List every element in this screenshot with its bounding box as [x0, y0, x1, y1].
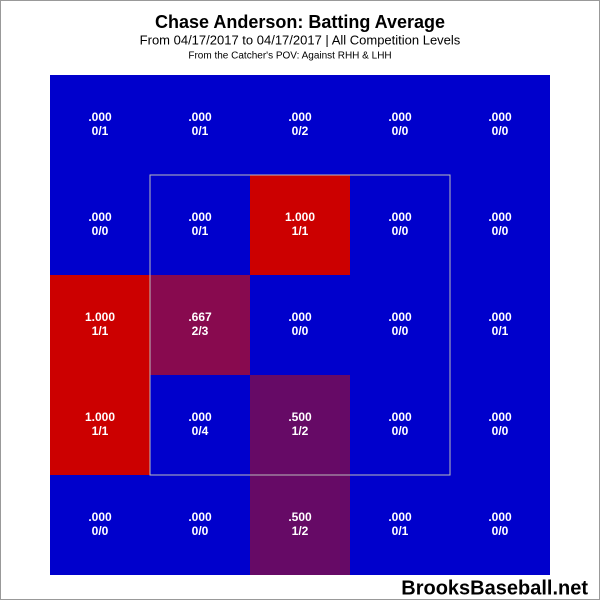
- heat-cell: [150, 475, 250, 575]
- heat-cell: [350, 175, 450, 275]
- heat-cell: [50, 75, 150, 175]
- cell-count: 0/0: [392, 224, 409, 238]
- cell-count: 1/1: [92, 324, 109, 338]
- heat-cell: [350, 275, 450, 375]
- cell-average: 1.000: [285, 210, 315, 224]
- cell-average: .000: [288, 110, 312, 124]
- heat-cell: [250, 275, 350, 375]
- heatmap-grid: .0000/1.0000/1.0000/2.0000/0.0000/0.0000…: [50, 75, 550, 575]
- heat-cell: [150, 75, 250, 175]
- heat-cell: [150, 275, 250, 375]
- cell-count: 0/1: [392, 524, 409, 538]
- cell-average: .000: [488, 110, 512, 124]
- cell-count: 1/1: [92, 424, 109, 438]
- cell-count: 0/0: [392, 424, 409, 438]
- cell-count: 0/1: [492, 324, 509, 338]
- cell-average: .500: [288, 410, 312, 424]
- cell-average: .000: [188, 410, 212, 424]
- cell-count: 0/4: [192, 424, 209, 438]
- heat-cell: [50, 475, 150, 575]
- cell-average: .000: [188, 110, 212, 124]
- cell-average: 1.000: [85, 310, 115, 324]
- cell-count: 0/1: [92, 124, 109, 138]
- heat-cell: [50, 275, 150, 375]
- heat-cell: [250, 75, 350, 175]
- heat-cell: [450, 275, 550, 375]
- cell-count: 0/0: [292, 324, 309, 338]
- cell-count: 0/0: [392, 324, 409, 338]
- strike-zone: [149, 174, 451, 476]
- cell-average: .000: [388, 310, 412, 324]
- chart-note: From the Catcher's POV: Against RHH & LH…: [188, 51, 391, 62]
- heat-cell: [250, 175, 350, 275]
- cell-average: .000: [188, 510, 212, 524]
- cell-average: .000: [488, 310, 512, 324]
- cell-average: .000: [88, 210, 112, 224]
- heat-cell: [450, 75, 550, 175]
- cell-count: 0/1: [192, 124, 209, 138]
- cell-count: 0/0: [492, 224, 509, 238]
- cell-count: 1/2: [292, 524, 309, 538]
- heat-cell: [350, 475, 450, 575]
- cell-average: .000: [388, 210, 412, 224]
- cell-average: .500: [288, 510, 312, 524]
- cell-average: 1.000: [85, 410, 115, 424]
- cell-count: 0/0: [492, 424, 509, 438]
- heat-cell: [250, 475, 350, 575]
- cell-average: .000: [188, 210, 212, 224]
- cell-average: .000: [88, 510, 112, 524]
- cell-count: 0/2: [292, 124, 309, 138]
- heat-cell: [350, 375, 450, 475]
- heat-cell: [150, 175, 250, 275]
- cell-average: .000: [488, 510, 512, 524]
- cell-average: .000: [488, 410, 512, 424]
- heat-cell: [450, 175, 550, 275]
- cell-count: 0/1: [192, 224, 209, 238]
- cell-count: 2/3: [192, 324, 209, 338]
- cell-average: .000: [88, 110, 112, 124]
- cell-average: .000: [488, 210, 512, 224]
- heat-cell: [450, 375, 550, 475]
- chart-subtitle: From 04/17/2017 to 04/17/2017 | All Comp…: [140, 32, 461, 47]
- heat-cell: [50, 375, 150, 475]
- cell-count: 1/2: [292, 424, 309, 438]
- cell-average: .667: [188, 310, 212, 324]
- cell-count: 0/0: [392, 124, 409, 138]
- cell-count: 0/0: [92, 524, 109, 538]
- cell-average: .000: [288, 310, 312, 324]
- cell-average: .000: [388, 410, 412, 424]
- watermark: BrooksBaseball.net: [401, 577, 588, 599]
- heat-cell: [450, 475, 550, 575]
- heat-cell: [150, 375, 250, 475]
- heat-cell: [50, 175, 150, 275]
- cell-average: .000: [388, 110, 412, 124]
- heat-cell: [350, 75, 450, 175]
- cell-count: 0/0: [492, 124, 509, 138]
- chart-title: Chase Anderson: Batting Average: [155, 12, 445, 32]
- cell-count: 0/0: [92, 224, 109, 238]
- cell-average: .000: [388, 510, 412, 524]
- cell-count: 0/0: [492, 524, 509, 538]
- heat-cell: [250, 375, 350, 475]
- cell-count: 1/1: [292, 224, 309, 238]
- cell-count: 0/0: [192, 524, 209, 538]
